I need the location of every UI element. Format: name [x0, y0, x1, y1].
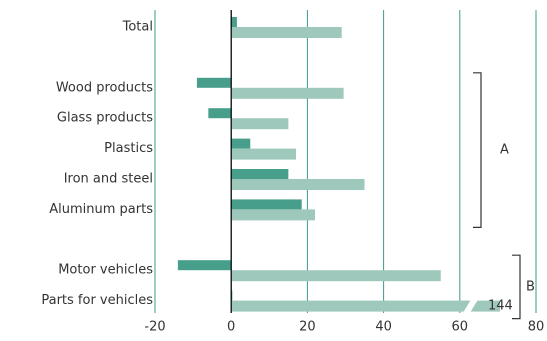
bar: [231, 169, 289, 179]
bar: [177, 260, 232, 271]
bar: [231, 27, 342, 38]
x-tick-label: -20: [144, 320, 165, 335]
category-label: Iron and steel: [64, 172, 153, 187]
axis-break: [463, 299, 478, 313]
x-tick-label: 0: [227, 320, 235, 335]
bar: [231, 199, 302, 210]
annotation-label: B: [526, 279, 535, 294]
bar: [231, 87, 344, 99]
bar: [231, 209, 316, 221]
category-label: Total: [122, 20, 153, 35]
category-label: Aluminum parts: [49, 202, 153, 217]
x-tick-label: 80: [528, 320, 545, 335]
category-label: Glass products: [57, 111, 153, 126]
bar: [208, 108, 232, 119]
bar: [231, 148, 296, 160]
bar: [231, 270, 441, 282]
category-label: Wood products: [56, 80, 153, 95]
bar: [231, 138, 251, 149]
annotation-label: A: [500, 143, 509, 158]
bar: [231, 300, 500, 312]
bar: [231, 179, 365, 190]
bar: [231, 118, 289, 130]
bracket: [473, 72, 482, 228]
bar: [231, 17, 237, 27]
category-label: Plastics: [104, 141, 153, 156]
value-label: 144: [488, 299, 513, 314]
category-label: Motor vehicles: [58, 263, 153, 278]
x-tick-label: 20: [299, 320, 316, 335]
bracket: [512, 254, 521, 320]
category-label: Parts for vehicles: [41, 293, 153, 308]
x-tick-label: 40: [375, 320, 392, 335]
bar: [196, 77, 232, 88]
x-tick-label: 60: [452, 320, 469, 335]
